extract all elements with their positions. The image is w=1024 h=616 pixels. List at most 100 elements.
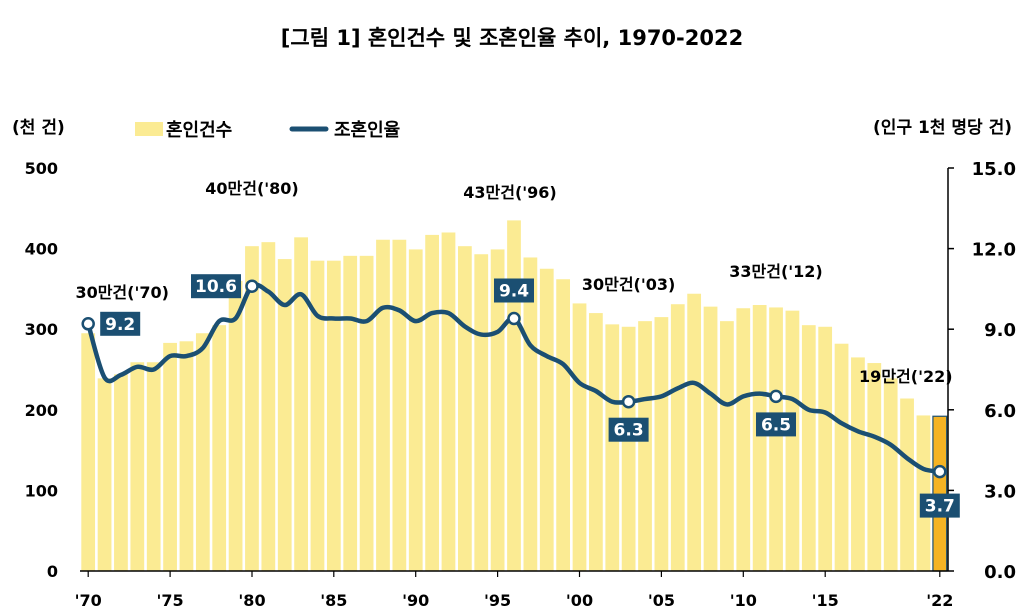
bar-2011 — [752, 305, 767, 571]
left-tick-label: 0 — [47, 562, 58, 581]
rate-label-1980: 10.6 — [195, 277, 237, 297]
bar-1983 — [294, 237, 308, 571]
bar-1972 — [114, 374, 128, 571]
bar-2012 — [769, 307, 783, 571]
bar-2004 — [638, 321, 652, 571]
legend-bar-label: 혼인건수 — [166, 119, 232, 141]
rate-label-2003: 6.3 — [614, 421, 644, 441]
left-tick-label: 500 — [25, 159, 58, 178]
bar-2006 — [670, 304, 685, 571]
x-tick-label: '85 — [320, 591, 347, 610]
x-tick-label: '05 — [648, 591, 675, 610]
bar-2021 — [916, 415, 931, 571]
x-tick-label: '80 — [238, 591, 265, 610]
bar-1984 — [310, 260, 325, 571]
bar-2015 — [818, 326, 833, 571]
bar-2013 — [785, 310, 800, 571]
rate-marker-1996 — [507, 311, 521, 326]
bar-1974 — [146, 362, 161, 571]
bar-1990 — [408, 249, 423, 571]
rate-marker-2022 — [933, 464, 947, 479]
rate-label-box-1970 — [100, 311, 141, 336]
bar-1981 — [261, 242, 276, 571]
bar-2008 — [703, 306, 718, 571]
bar-1979 — [228, 280, 243, 571]
bar-1992 — [441, 232, 456, 572]
bar-2002 — [605, 324, 620, 571]
bar-annotation-2022: 19만건('22) — [859, 367, 953, 386]
bar-1989 — [392, 239, 407, 572]
bar-annotations: 30만건('70) 40만건('80) 43만건('96) 30만건('03) 33만건… — [75, 179, 952, 386]
right-tick-label: 9.0 — [984, 320, 1016, 341]
bar-1973 — [130, 362, 145, 571]
bar-1970 — [81, 333, 96, 571]
rate-label-box-1996 — [494, 278, 534, 303]
bar-1991 — [425, 234, 439, 571]
x-tick-label: '10 — [730, 591, 757, 610]
bar-1982 — [277, 259, 292, 571]
bar-2005 — [654, 317, 669, 571]
x-axis-ticks: '70 '75 '80 '85 '90 '95 '00 '05 '10 '15 '22 — [75, 571, 953, 610]
left-axis-ticks: 0 100 200 300 400 500 — [25, 159, 58, 581]
bar-annotation-2003: 30만건('03) — [582, 275, 676, 294]
bar-2017 — [851, 357, 865, 571]
bar-2001 — [589, 313, 603, 571]
x-tick-label: '15 — [812, 591, 839, 610]
right-tick-label: 6.0 — [984, 401, 1016, 422]
legend-line-label: 조혼인율 — [334, 119, 400, 141]
right-axis-ticks: 0.0 3.0 6.0 9.0 12.0 15.0 — [948, 159, 1016, 583]
x-tick-label: '90 — [402, 591, 429, 610]
bar-1998 — [539, 268, 554, 571]
bar-2018 — [867, 363, 882, 571]
bar-1999 — [556, 279, 571, 571]
bar-2007 — [687, 293, 702, 571]
bar-1997 — [523, 257, 538, 571]
bar-2019 — [883, 378, 898, 571]
bar-series — [81, 220, 948, 572]
bar-2009 — [720, 321, 734, 571]
bar-1986 — [343, 255, 358, 571]
bar-annotation-2012: 33만건('12) — [729, 262, 823, 281]
bar-1975 — [163, 342, 177, 571]
left-tick-label: 100 — [25, 481, 58, 500]
right-tick-label: 0.0 — [984, 562, 1016, 583]
rate-label-box-2022 — [919, 493, 960, 518]
rate-marker-2012 — [769, 389, 783, 404]
bar-1976 — [179, 341, 194, 571]
x-tick-label: '95 — [484, 591, 511, 610]
rate-label-1996: 9.4 — [499, 282, 529, 302]
bar-1993 — [457, 246, 472, 571]
rate-label-2012: 6.5 — [761, 415, 791, 435]
x-tick-label: '70 — [75, 591, 102, 610]
chart-title: [그림 1] 혼인건수 및 조혼인율 추이, 1970-2022 — [281, 26, 743, 50]
bar-1988 — [376, 239, 390, 572]
bar-1994 — [474, 254, 489, 572]
bar-2016 — [834, 343, 849, 571]
bar-1977 — [195, 333, 210, 571]
line-markers — [81, 279, 947, 479]
bar-annotation-1970: 30만건('70) — [75, 283, 169, 302]
bar-annotation-1996: 43만건('96) — [463, 183, 557, 202]
x-tick-label: '00 — [566, 591, 593, 610]
left-tick-label: 300 — [25, 320, 58, 339]
rate-labels: 9.2 10.6 9.4 6.3 6.5 3.7 — [100, 274, 960, 518]
rate-marker-1970 — [81, 317, 95, 331]
bar-1996 — [507, 220, 521, 571]
rate-marker-1980 — [245, 279, 259, 293]
rate-label-box-2003 — [608, 417, 649, 442]
right-axis-unit-label: (인구 1천 명당 건) — [873, 118, 1012, 138]
bar-1971 — [97, 378, 112, 571]
right-tick-label: 3.0 — [984, 481, 1016, 502]
rate-marker-2003 — [621, 394, 636, 409]
rate-label-1970: 9.2 — [105, 315, 135, 335]
rate-label-2022: 3.7 — [925, 497, 955, 517]
bar-annotation-1980: 40만건('80) — [205, 179, 299, 198]
left-tick-label: 200 — [25, 401, 58, 420]
legend: 혼인건수 조혼인율 — [135, 119, 400, 141]
left-axis-unit-label: (천 건) — [12, 118, 65, 138]
bar-2000 — [572, 303, 587, 571]
bar-1985 — [326, 260, 341, 571]
left-tick-label: 400 — [25, 240, 58, 259]
rate-label-box-1980 — [191, 274, 241, 299]
